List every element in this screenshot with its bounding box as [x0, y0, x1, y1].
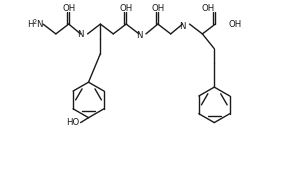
Text: N: N — [179, 22, 186, 31]
Text: OH: OH — [119, 4, 133, 13]
Text: OH: OH — [151, 4, 164, 13]
Text: OH: OH — [62, 4, 75, 13]
Text: N: N — [136, 31, 142, 40]
Text: 2: 2 — [32, 19, 36, 25]
Text: N: N — [77, 30, 84, 39]
Text: HO: HO — [66, 118, 79, 127]
Text: N: N — [36, 19, 42, 28]
Text: OH: OH — [228, 19, 241, 28]
Text: H: H — [27, 19, 34, 28]
Text: OH: OH — [202, 4, 215, 13]
